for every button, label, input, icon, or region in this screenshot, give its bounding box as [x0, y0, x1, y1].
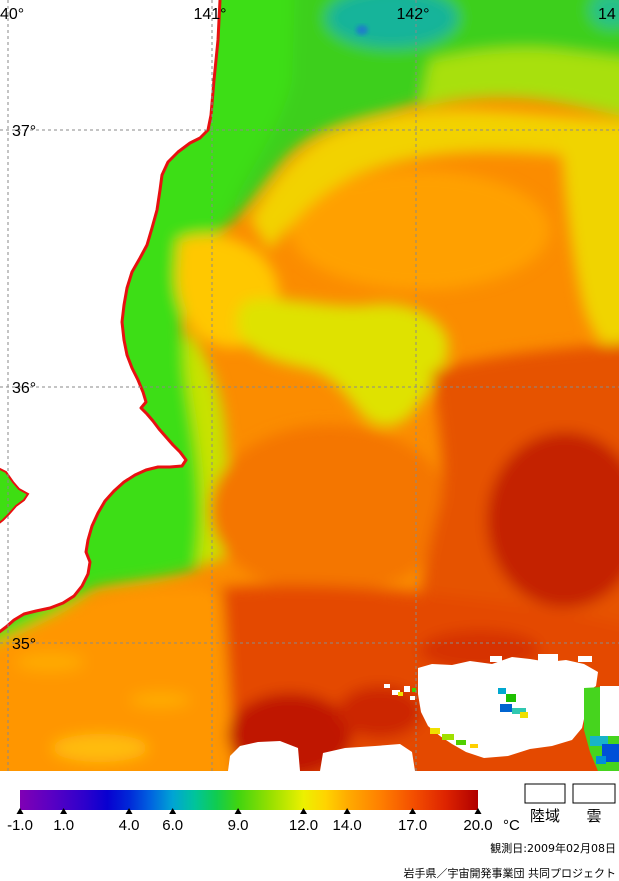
colorbar-tick-label: 12.0 — [289, 817, 318, 834]
coastline — [0, 0, 222, 634]
observation-date: 観測日:2009年02月08日 — [490, 841, 616, 855]
temperature-detail — [356, 25, 368, 35]
cold-water-speck — [498, 688, 506, 694]
cold-water-speck — [596, 756, 606, 764]
yellow-front-band — [250, 109, 619, 250]
land-area — [0, 0, 220, 632]
cold-water-speck — [520, 712, 528, 718]
colorbar-unit: °C — [503, 817, 520, 834]
colorbar-tick-label: 14.0 — [333, 817, 362, 834]
cloud-legend-swatch — [572, 783, 616, 804]
cloud-legend-label: 雲 — [586, 807, 601, 825]
colorbar-tick-label: 6.0 — [162, 817, 183, 834]
colorbar-tick-marker — [234, 808, 242, 814]
latitude-label-37: 37° — [12, 123, 36, 140]
water-speck — [398, 692, 403, 696]
colorbar-tick-marker — [409, 808, 417, 814]
land-legend-swatch — [524, 783, 566, 804]
cloud-mask — [228, 654, 619, 771]
inland-lake — [0, 467, 30, 524]
credit-line: 岩手県／宇宙開発事業団 共同プロジェクト — [404, 866, 617, 880]
warmest-water-core — [487, 432, 619, 608]
colorbar-tick-label: 1.0 — [53, 817, 74, 834]
colorbar-tick-marker — [16, 808, 24, 814]
water-speck — [470, 744, 478, 748]
cold-water-speck — [506, 694, 516, 702]
colorbar-tick-label: -1.0 — [7, 817, 33, 834]
colorbar-tick-label: 4.0 — [119, 817, 140, 834]
colorbar-tick-marker — [169, 808, 177, 814]
cloud-area-south — [228, 741, 300, 771]
colorbar-gradient — [20, 790, 478, 810]
longitude-label-141: 141° — [193, 6, 226, 23]
latitude-label-36: 36° — [12, 380, 36, 397]
cloud-speck — [392, 690, 400, 695]
graticule — [0, 0, 619, 771]
cloud-speck — [578, 656, 592, 662]
dark-orange-water-region — [210, 425, 450, 595]
cold-water-speck — [512, 708, 526, 714]
land-legend-label: 陸域 — [530, 807, 560, 825]
cold-teal-water-region — [326, 0, 458, 48]
mask-legend: 陸域 雲 — [524, 783, 616, 825]
sea-surface-temperature-map: 40° 141° 142° 14 37° 36° 35° — [0, 0, 619, 771]
cold-spot — [356, 25, 368, 35]
colorbar-tick-marker — [300, 808, 308, 814]
yellow-orange-streak — [130, 692, 190, 708]
water-speck — [456, 740, 466, 745]
cold-water-speck — [602, 744, 619, 762]
colorbar-tick-label: 9.0 — [228, 817, 249, 834]
latitude-label-35: 35° — [12, 636, 36, 653]
cloud-area-east-edge — [600, 686, 619, 736]
temperature-colorbar: -1.0 1.0 4.0 6.0 9.0 12.0 14.0 17.0 20.0 °C — [7, 790, 520, 834]
colorbar-tick-marker — [125, 808, 133, 814]
yellow-eastern-band — [560, 126, 619, 360]
cloud-area-south-2 — [320, 744, 415, 771]
red-warm-patch — [338, 686, 422, 738]
yellow-orange-patch-south — [52, 734, 148, 762]
cold-water-speck — [500, 704, 512, 712]
cold-water-speck — [590, 736, 608, 746]
lime-water-region — [420, 48, 619, 116]
light-orange-water-region — [290, 170, 550, 290]
colorbar-tick-marker — [343, 808, 351, 814]
longitude-label-142: 142° — [396, 6, 429, 23]
cloud-speck — [410, 696, 415, 700]
yellow-eddy-tongue — [236, 298, 449, 427]
cloud-speck — [404, 686, 410, 692]
land — [0, 0, 222, 634]
coordinate-labels: 40° 141° 142° 14 37° 36° 35° — [0, 6, 616, 653]
cloud-speck — [490, 656, 502, 662]
yellow-orange-streak-west — [16, 652, 84, 672]
colorbar-ticks: -1.0 1.0 4.0 6.0 9.0 12.0 14.0 17.0 20.0 — [7, 808, 493, 834]
longitude-label-143: 14 — [598, 6, 616, 23]
colorbar-tick-label: 20.0 — [463, 817, 492, 834]
colorbar-tick-label: 17.0 — [398, 817, 427, 834]
cloud-speck — [538, 654, 558, 662]
water-speck — [442, 734, 454, 740]
water-speck — [430, 728, 440, 734]
southwest-orange-water — [0, 587, 235, 771]
longitude-label-140: 40° — [0, 6, 24, 23]
cloud-speck — [384, 684, 390, 688]
colorbar-tick-marker — [474, 808, 482, 814]
cold-teal-water-region-east — [590, 0, 619, 28]
colorbar-tick-marker — [60, 808, 68, 814]
water-speck — [412, 688, 416, 692]
